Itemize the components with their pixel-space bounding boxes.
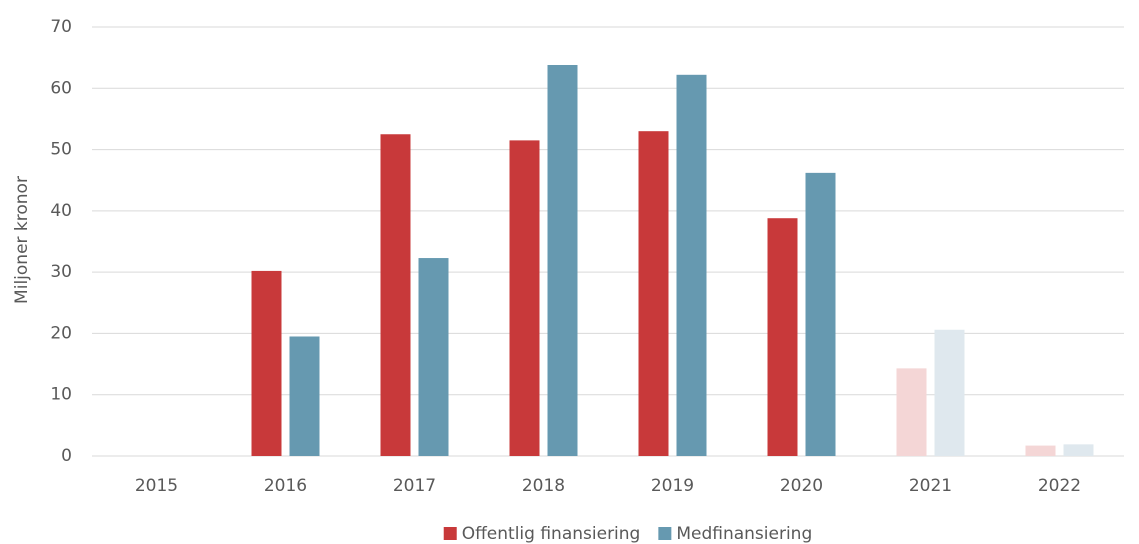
bar (509, 140, 540, 456)
y-tick-label: 70 (50, 17, 72, 37)
x-tick-label: 2019 (651, 476, 694, 496)
y-tick-label: 50 (50, 140, 72, 160)
x-tick-label: 2021 (909, 476, 952, 496)
bar (1063, 444, 1094, 456)
legend-label: Medfinansiering (676, 524, 812, 544)
bar (767, 218, 798, 456)
legend-swatch (443, 527, 457, 540)
x-tick-label: 2020 (780, 476, 823, 496)
y-tick-label: 30 (50, 262, 72, 282)
y-axis-label: Miljoner kronor (12, 176, 32, 304)
y-tick-label: 40 (50, 201, 72, 221)
bar (547, 64, 578, 457)
bar (380, 134, 411, 456)
bar (289, 336, 320, 456)
legend-label: Offentlig finansiering (462, 524, 641, 544)
y-tick-label: 10 (50, 385, 72, 405)
x-tick-label: 2015 (135, 476, 178, 496)
bar (418, 258, 449, 456)
x-tick-label: 2018 (522, 476, 565, 496)
bar (676, 74, 707, 456)
bar (251, 270, 282, 456)
x-tick-label: 2022 (1038, 476, 1081, 496)
y-tick-label: 60 (50, 78, 72, 98)
bar (805, 172, 836, 457)
bar (1025, 445, 1056, 456)
bar (638, 131, 669, 456)
y-tick-label: 0 (61, 446, 72, 466)
x-tick-label: 2016 (264, 476, 307, 496)
x-tick-label: 2017 (393, 476, 436, 496)
y-tick-label: 20 (50, 323, 72, 343)
bar (934, 329, 965, 456)
legend-swatch (658, 527, 672, 540)
bar (896, 368, 927, 456)
